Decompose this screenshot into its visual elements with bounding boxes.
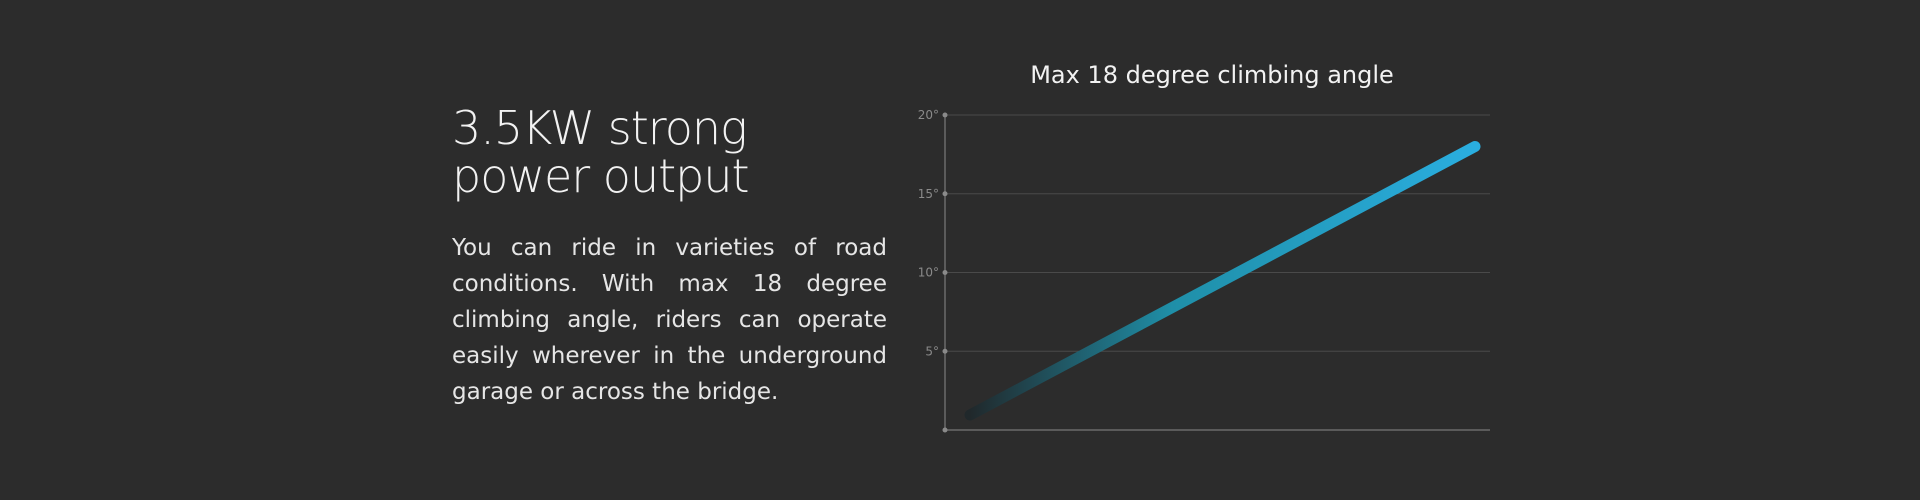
feature-text-block: 3.5KW strong power output You can ride i… (452, 104, 887, 410)
y-tick-label: 10° (918, 266, 939, 280)
chart-title: Max 18 degree climbing angle (1030, 61, 1394, 89)
feature-description: You can ride in varieties of road condit… (452, 235, 887, 405)
origin-marker (942, 427, 948, 433)
chart-svg: 20° 15° 10° 5° (918, 108, 1490, 433)
y-tick-label: 20° (918, 108, 939, 122)
series-line (964, 141, 1481, 421)
climbing-angle-chart: Max 18 degree climbing angle 20° 15° 10° 5° (900, 52, 1500, 452)
grid-layer (945, 114, 1490, 352)
axis-layer: 20° 15° 10° 5° (918, 108, 1490, 433)
series-layer (964, 141, 1481, 421)
y-tick-label: 15° (918, 187, 939, 201)
feature-headline: 3.5KW strong power output (452, 101, 750, 203)
y-tick-label: 5° (925, 344, 939, 358)
